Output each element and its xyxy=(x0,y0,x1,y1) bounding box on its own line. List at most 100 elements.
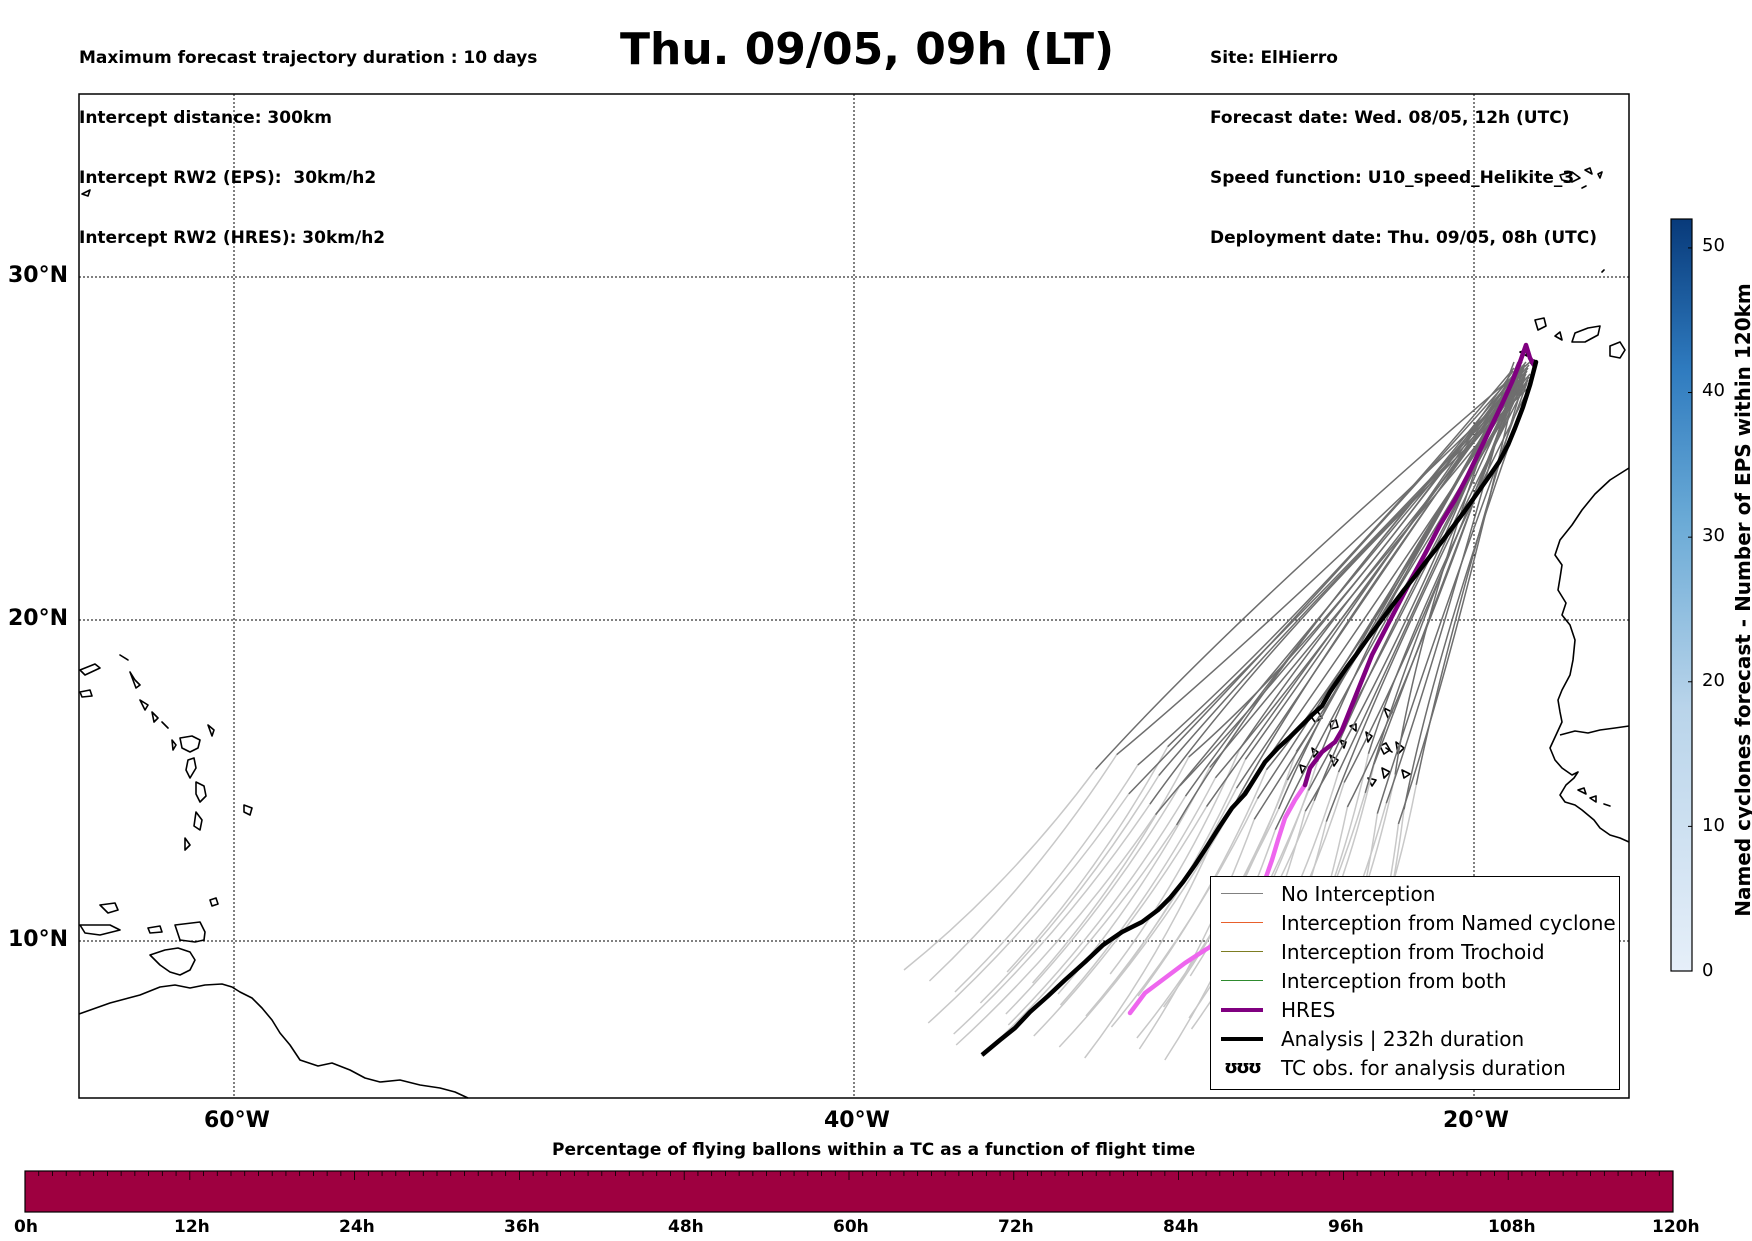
legend-item-named-cyclone: Interception from Named cyclone xyxy=(1211,908,1616,937)
colorbar-flight-time xyxy=(24,1170,1674,1213)
legend-item-trochoid: Interception from Trochoid xyxy=(1211,937,1545,966)
lat-label-20n: 20°N xyxy=(8,606,69,631)
legend-item-both: Interception from both xyxy=(1211,966,1507,995)
bottom-tick-108h: 108h xyxy=(1488,1217,1536,1237)
header-right-line-2: Forecast date: Wed. 08/05, 12h (UTC) xyxy=(1210,108,1570,128)
header-right-line-4: Deployment date: Thu. 09/05, 08h (UTC) xyxy=(1210,228,1597,248)
bottom-colorbar-label: Percentage of flying ballons within a TC… xyxy=(552,1140,1196,1160)
coast-south-america xyxy=(78,983,469,1099)
eps-trajectory-early xyxy=(1084,827,1220,1059)
lon-label-60w: 60°W xyxy=(204,1108,270,1133)
coast-venezuela-islands xyxy=(79,902,163,936)
hres-trajectory-late xyxy=(1302,342,1537,788)
eps-trajectory-late xyxy=(1167,382,1522,748)
lat-label-10n: 10°N xyxy=(8,927,69,952)
eps-trajectory-late xyxy=(1244,361,1523,760)
legend-item-hres: HRES xyxy=(1211,995,1335,1024)
eps-trajectory-late xyxy=(1337,370,1524,773)
bottom-tick-84h: 84h xyxy=(1163,1217,1199,1237)
bottom-tick-48h: 48h xyxy=(668,1217,704,1237)
eps-trajectory-early xyxy=(1138,819,1255,1050)
eps-trajectory-late xyxy=(1397,370,1520,825)
colorbar-tick-20: 20 xyxy=(1702,670,1725,691)
eps-trajectory-early xyxy=(1006,746,1169,973)
eps-trajectory-late xyxy=(1403,388,1530,810)
eps-trajectory-early xyxy=(1137,769,1268,997)
eps-trajectory-early xyxy=(979,775,1160,1004)
coast-africa-gambia xyxy=(1559,725,1630,736)
eps-trajectory-late xyxy=(1394,361,1515,775)
eps-trajectory-late xyxy=(1095,361,1531,770)
legend-label-named-cyclone: Interception from Named cyclone xyxy=(1281,910,1616,935)
coast-trinidad xyxy=(174,921,206,943)
colorbar-eps-label: Named cyclones forecast - Number of EPS … xyxy=(1731,283,1752,917)
legend-label-hres: HRES xyxy=(1281,997,1336,1022)
bottom-tick-24h: 24h xyxy=(339,1217,375,1237)
eps-trajectory-late xyxy=(1316,382,1514,763)
eps-trajectory-late xyxy=(1209,388,1524,768)
coast-islets xyxy=(1311,739,1411,787)
eps-trajectory-late xyxy=(1367,385,1531,754)
legend-key-hres xyxy=(1221,1007,1263,1012)
eps-trajectory-early xyxy=(1005,785,1181,1015)
header-left-line-2: Intercept distance: 300km xyxy=(79,108,332,128)
analysis-trajectory xyxy=(980,359,1539,1057)
map-frame xyxy=(78,93,1630,1099)
eps-trajectory-early xyxy=(927,793,1130,1024)
eps-trajectory-early xyxy=(928,754,1118,982)
eps-trajectory-early xyxy=(954,764,1139,993)
eps-trajectory-early xyxy=(1007,795,1187,1026)
bottom-tick-36h: 36h xyxy=(504,1217,540,1237)
bottom-tick-96h: 96h xyxy=(1328,1217,1364,1237)
eps-trajectory-late xyxy=(1137,367,1515,766)
eps-trajectory-late xyxy=(1373,373,1523,765)
lon-label-20w: 20°W xyxy=(1443,1108,1509,1133)
eps-trajectory-late xyxy=(1239,373,1531,750)
legend-key-no-interception xyxy=(1221,893,1263,894)
header-left-line-3: Intercept RW2 (EPS): 30km/h2 xyxy=(79,168,377,188)
legend-key-trochoid xyxy=(1221,951,1263,952)
header-info-right: Site: ElHierro Forecast date: Wed. 08/05… xyxy=(1210,8,1597,268)
colorbar-tick-10: 10 xyxy=(1702,815,1725,836)
legend-item-no-interception: No Interception xyxy=(1211,879,1435,908)
header-right-line-1: Site: ElHierro xyxy=(1210,48,1338,68)
coast-bijagos xyxy=(1577,787,1611,807)
map-legend: No Interception Interception from Named … xyxy=(1210,876,1620,1090)
legend-key-named-cyclone xyxy=(1221,922,1263,923)
eps-trajectory-early xyxy=(955,814,1157,1046)
eps-trajectory-late xyxy=(1313,373,1527,802)
eps-trajectory-late xyxy=(1188,370,1514,758)
coast-paria xyxy=(149,947,196,976)
eps-trajectory-late xyxy=(1364,376,1526,794)
coast-west-africa xyxy=(1549,467,1630,843)
colorbar-tick-40: 40 xyxy=(1702,380,1725,401)
header-right-line-3: Speed function: U10_speed_Helikite_3 xyxy=(1210,168,1575,188)
coast-madeira xyxy=(1559,167,1603,189)
legend-item-tc-obs: ʊʊʊ TC obs. for analysis duration xyxy=(1211,1053,1566,1082)
tc-symbol-icon: ʊʊʊ xyxy=(1224,1057,1262,1078)
lat-label-30n: 30°N xyxy=(8,263,69,288)
legend-item-analysis: Analysis | 232h duration xyxy=(1211,1024,1524,1053)
bottom-tick-12h: 12h xyxy=(174,1217,210,1237)
eps-trajectory-late xyxy=(1184,361,1527,797)
eps-trajectory-early xyxy=(1032,756,1190,984)
bottom-tick-120h: 120h xyxy=(1652,1217,1700,1237)
header-left-line-1: Maximum forecast trajectory duration : 1… xyxy=(79,48,538,68)
colorbar-eps-count xyxy=(1670,218,1693,972)
legend-label-both: Interception from both xyxy=(1281,968,1507,993)
eps-trajectory-early xyxy=(903,768,1097,971)
legend-label-no-interception: No Interception xyxy=(1281,881,1436,906)
legend-key-analysis xyxy=(1221,1036,1263,1041)
legend-label-analysis: Analysis | 232h duration xyxy=(1281,1026,1525,1051)
eps-trajectory-late xyxy=(1128,370,1518,795)
coast-antilles xyxy=(79,654,253,907)
colorbar-tick-0: 0 xyxy=(1702,960,1714,981)
legend-label-tc-obs: TC obs. for analysis duration xyxy=(1281,1055,1566,1080)
header-left-line-4: Intercept RW2 (HRES): 30km/h2 xyxy=(79,228,386,248)
eps-trajectory-early xyxy=(953,803,1151,1035)
legend-label-trochoid: Interception from Trochoid xyxy=(1281,939,1545,964)
coastlines xyxy=(78,167,1630,1099)
map-title: Thu. 09/05, 09h (LT) xyxy=(620,24,1115,75)
eps-trajectories-late xyxy=(1095,361,1531,830)
